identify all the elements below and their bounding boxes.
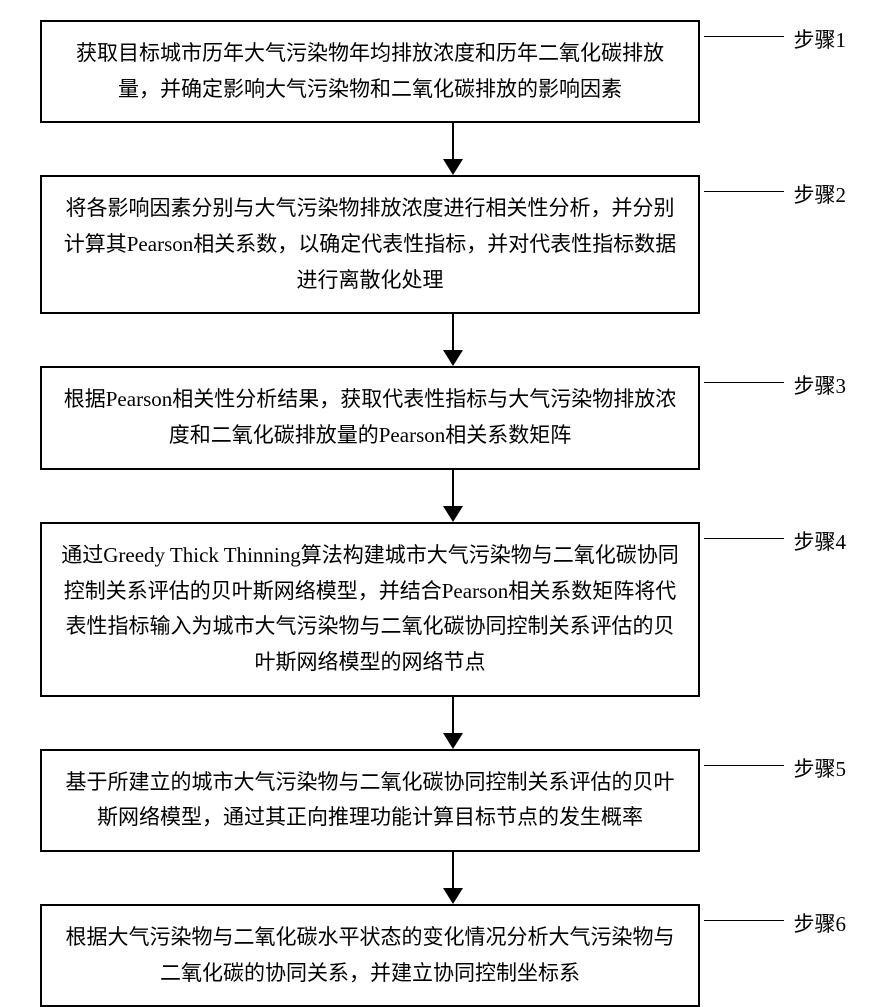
step-row-4: 通过Greedy Thick Thinning算法构建城市大气污染物与二氧化碳协… [10, 522, 866, 697]
arrow-line [452, 123, 454, 159]
step-text: 基于所建立的城市大气污染物与二氧化碳协同控制关系评估的贝叶斯网络模型，通过其正向… [66, 770, 675, 830]
arrow-line [452, 314, 454, 350]
step-label-5: 步骤5 [794, 753, 847, 783]
step-text: 获取目标城市历年大气污染物年均排放浓度和历年二氧化碳排放量，并确定影响大气污染物… [76, 41, 664, 101]
connector-5 [704, 765, 784, 766]
step-box-1: 获取目标城市历年大气污染物年均排放浓度和历年二氧化碳排放量，并确定影响大气污染物… [40, 20, 700, 123]
arrow-4 [123, 697, 783, 749]
step-text: 根据Pearson相关性分析结果，获取代表性指标与大气污染物排放浓度和二氧化碳排… [64, 387, 676, 447]
step-label-1: 步骤1 [794, 24, 847, 54]
step-label-2: 步骤2 [794, 179, 847, 209]
connector-6 [704, 920, 784, 921]
arrow-2 [123, 314, 783, 366]
step-label-6: 步骤6 [794, 908, 847, 938]
arrow-5 [123, 852, 783, 904]
step-box-6: 根据大气污染物与二氧化碳水平状态的变化情况分析大气污染物与二氧化碳的协同关系，并… [40, 904, 700, 1007]
step-box-4: 通过Greedy Thick Thinning算法构建城市大气污染物与二氧化碳协… [40, 522, 700, 697]
connector-2 [704, 191, 784, 192]
arrow-head-icon [443, 506, 463, 522]
arrow-line [452, 697, 454, 733]
arrow-head-icon [443, 350, 463, 366]
step-row-1: 获取目标城市历年大气污染物年均排放浓度和历年二氧化碳排放量，并确定影响大气污染物… [10, 20, 866, 123]
connector-3 [704, 382, 784, 383]
step-text: 通过Greedy Thick Thinning算法构建城市大气污染物与二氧化碳协… [61, 543, 679, 674]
step-box-5: 基于所建立的城市大气污染物与二氧化碳协同控制关系评估的贝叶斯网络模型，通过其正向… [40, 749, 700, 852]
arrow-line [452, 470, 454, 506]
arrow-1 [123, 123, 783, 175]
flowchart-container: 获取目标城市历年大气污染物年均排放浓度和历年二氧化碳排放量，并确定影响大气污染物… [10, 20, 866, 1007]
arrow-3 [123, 470, 783, 522]
arrow-head-icon [443, 159, 463, 175]
connector-1 [704, 36, 784, 37]
step-text: 将各影响因素分别与大气污染物排放浓度进行相关性分析，并分别计算其Pearson相… [64, 196, 676, 291]
arrow-head-icon [443, 888, 463, 904]
step-label-4: 步骤4 [794, 526, 847, 556]
arrow-line [452, 852, 454, 888]
step-label-3: 步骤3 [794, 370, 847, 400]
step-row-2: 将各影响因素分别与大气污染物排放浓度进行相关性分析，并分别计算其Pearson相… [10, 175, 866, 314]
connector-4 [704, 538, 784, 539]
arrow-head-icon [443, 733, 463, 749]
step-box-3: 根据Pearson相关性分析结果，获取代表性指标与大气污染物排放浓度和二氧化碳排… [40, 366, 700, 469]
step-text: 根据大气污染物与二氧化碳水平状态的变化情况分析大气污染物与二氧化碳的协同关系，并… [66, 925, 675, 985]
step-row-3: 根据Pearson相关性分析结果，获取代表性指标与大气污染物排放浓度和二氧化碳排… [10, 366, 866, 469]
step-row-5: 基于所建立的城市大气污染物与二氧化碳协同控制关系评估的贝叶斯网络模型，通过其正向… [10, 749, 866, 852]
step-row-6: 根据大气污染物与二氧化碳水平状态的变化情况分析大气污染物与二氧化碳的协同关系，并… [10, 904, 866, 1007]
step-box-2: 将各影响因素分别与大气污染物排放浓度进行相关性分析，并分别计算其Pearson相… [40, 175, 700, 314]
